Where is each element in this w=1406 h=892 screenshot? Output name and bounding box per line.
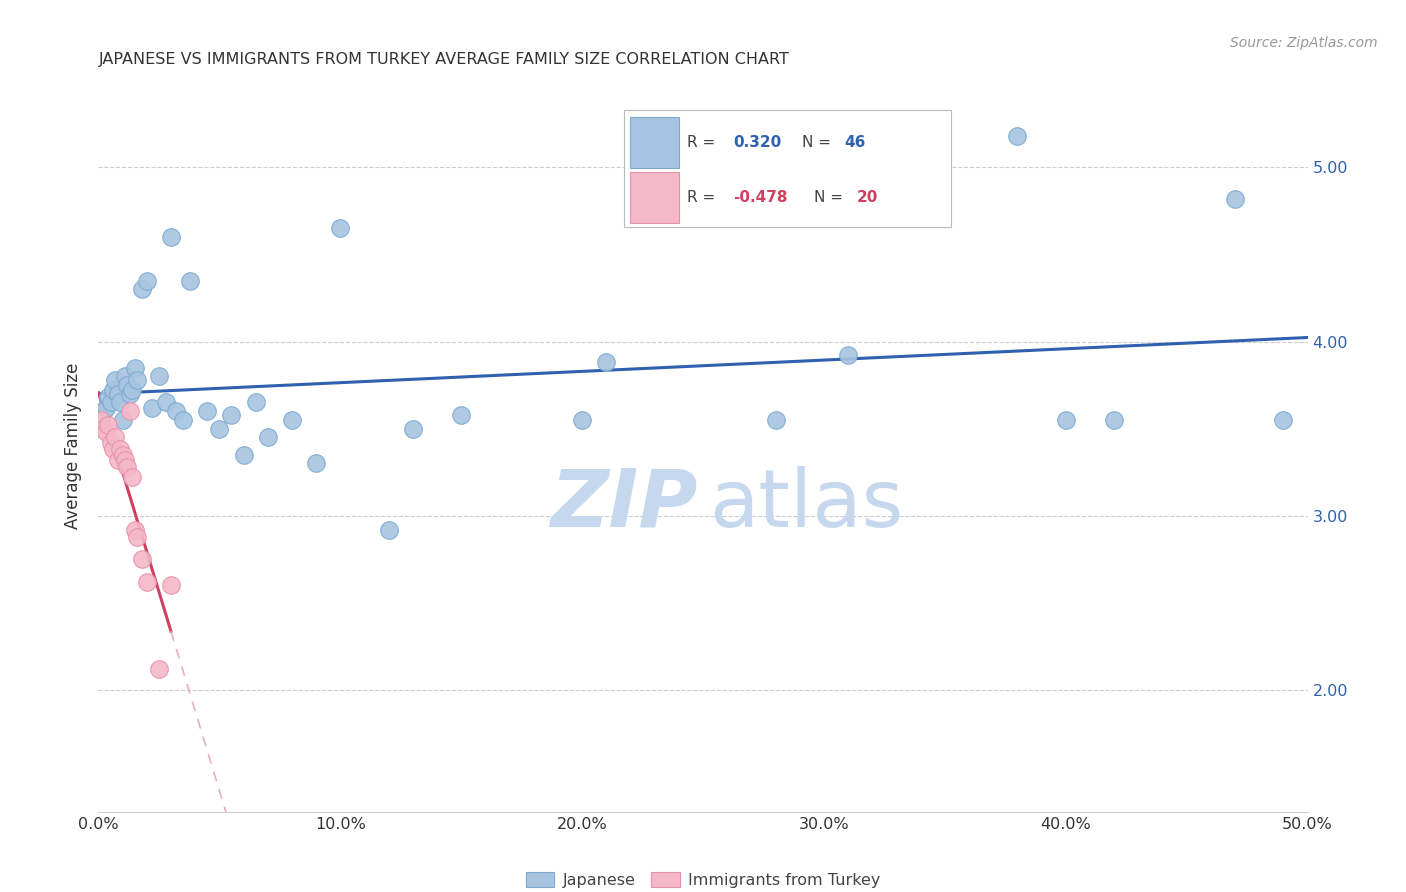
Text: 46: 46 xyxy=(845,135,866,150)
Point xyxy=(111,413,134,427)
Point xyxy=(101,384,124,398)
Point xyxy=(97,418,120,433)
Point xyxy=(124,523,146,537)
Point xyxy=(281,413,304,427)
Point xyxy=(94,401,117,415)
Point xyxy=(91,404,114,418)
Text: 20: 20 xyxy=(856,190,877,205)
Point xyxy=(127,373,149,387)
Point xyxy=(100,395,122,409)
Legend: Japanese, Immigrants from Turkey: Japanese, Immigrants from Turkey xyxy=(526,872,880,888)
Point xyxy=(141,401,163,415)
Point xyxy=(1007,128,1029,143)
FancyBboxPatch shape xyxy=(630,117,679,168)
Point xyxy=(1272,413,1295,427)
Point xyxy=(117,378,139,392)
Point xyxy=(108,442,131,457)
Y-axis label: Average Family Size: Average Family Size xyxy=(65,363,83,529)
Point xyxy=(118,404,141,418)
Point xyxy=(305,457,328,471)
Point xyxy=(107,453,129,467)
Point xyxy=(450,408,472,422)
Point xyxy=(837,348,859,362)
Text: R =: R = xyxy=(688,190,720,205)
Point xyxy=(91,421,114,435)
Point xyxy=(256,430,278,444)
Point xyxy=(765,413,787,427)
Text: 0.320: 0.320 xyxy=(734,135,782,150)
Point xyxy=(104,373,127,387)
Point xyxy=(118,386,141,401)
Point xyxy=(148,662,170,676)
Point xyxy=(1102,413,1125,427)
Point xyxy=(111,448,134,462)
Text: Source: ZipAtlas.com: Source: ZipAtlas.com xyxy=(1230,36,1378,50)
Point xyxy=(195,404,218,418)
Point xyxy=(117,459,139,474)
Point xyxy=(121,384,143,398)
Point xyxy=(131,282,153,296)
Point xyxy=(160,578,183,592)
Point xyxy=(121,470,143,484)
Point xyxy=(127,530,149,544)
Point xyxy=(329,221,352,235)
Point xyxy=(104,430,127,444)
Point xyxy=(377,523,399,537)
Text: ZIP: ZIP xyxy=(550,466,697,543)
Point xyxy=(131,552,153,566)
Point xyxy=(108,395,131,409)
Point xyxy=(232,448,254,462)
Text: atlas: atlas xyxy=(709,466,904,543)
Point xyxy=(172,413,194,427)
FancyBboxPatch shape xyxy=(624,110,950,227)
FancyBboxPatch shape xyxy=(630,171,679,223)
Point xyxy=(124,360,146,375)
Text: -0.478: -0.478 xyxy=(734,190,787,205)
Text: R =: R = xyxy=(688,135,720,150)
Point xyxy=(1054,413,1077,427)
Point xyxy=(114,453,136,467)
Point xyxy=(208,421,231,435)
Point xyxy=(135,574,157,589)
Point xyxy=(1223,192,1246,206)
Point xyxy=(221,408,243,422)
Point xyxy=(107,386,129,401)
Point xyxy=(90,413,112,427)
Point xyxy=(155,395,177,409)
Point xyxy=(135,274,157,288)
Text: JAPANESE VS IMMIGRANTS FROM TURKEY AVERAGE FAMILY SIZE CORRELATION CHART: JAPANESE VS IMMIGRANTS FROM TURKEY AVERA… xyxy=(98,52,789,67)
Point xyxy=(148,369,170,384)
Point xyxy=(94,425,117,439)
Point xyxy=(179,274,201,288)
Point xyxy=(571,413,593,427)
Point xyxy=(402,421,425,435)
Text: N =: N = xyxy=(803,135,837,150)
Point xyxy=(97,390,120,404)
Point xyxy=(101,442,124,457)
Point xyxy=(165,404,187,418)
Point xyxy=(114,369,136,384)
Point xyxy=(90,413,112,427)
Point xyxy=(100,435,122,450)
Text: N =: N = xyxy=(814,190,848,205)
Point xyxy=(160,230,183,244)
Point xyxy=(595,355,617,369)
Point xyxy=(245,395,267,409)
